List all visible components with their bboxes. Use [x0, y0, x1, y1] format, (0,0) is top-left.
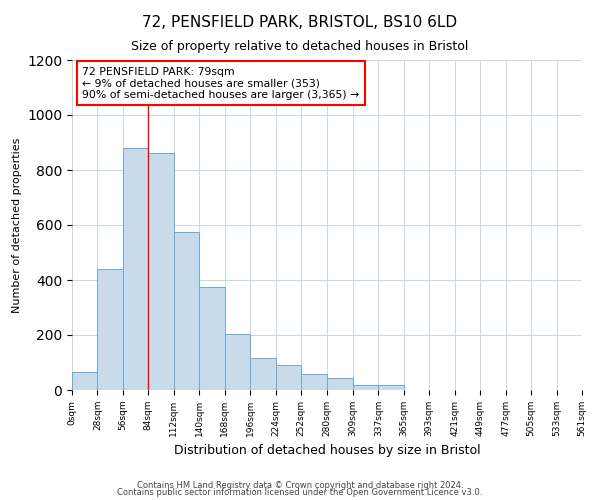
Bar — [225, 334, 250, 390]
Bar — [97, 269, 123, 390]
X-axis label: Distribution of detached houses by size in Bristol: Distribution of detached houses by size … — [173, 444, 481, 458]
Bar — [275, 365, 301, 390]
Bar — [353, 384, 379, 390]
Bar — [148, 154, 174, 390]
Bar — [250, 358, 275, 390]
Text: Contains HM Land Registry data © Crown copyright and database right 2024.: Contains HM Land Registry data © Crown c… — [137, 480, 463, 490]
Text: 72, PENSFIELD PARK, BRISTOL, BS10 6LD: 72, PENSFIELD PARK, BRISTOL, BS10 6LD — [142, 15, 458, 30]
Bar — [326, 378, 353, 390]
Y-axis label: Number of detached properties: Number of detached properties — [11, 138, 22, 312]
Bar — [174, 232, 199, 390]
Bar — [72, 372, 97, 390]
Bar — [379, 385, 404, 390]
Bar — [301, 374, 326, 390]
Text: 72 PENSFIELD PARK: 79sqm
← 9% of detached houses are smaller (353)
90% of semi-d: 72 PENSFIELD PARK: 79sqm ← 9% of detache… — [82, 66, 359, 100]
Text: Size of property relative to detached houses in Bristol: Size of property relative to detached ho… — [131, 40, 469, 53]
Bar — [123, 148, 148, 390]
Bar — [199, 287, 225, 390]
Text: Contains public sector information licensed under the Open Government Licence v3: Contains public sector information licen… — [118, 488, 482, 497]
